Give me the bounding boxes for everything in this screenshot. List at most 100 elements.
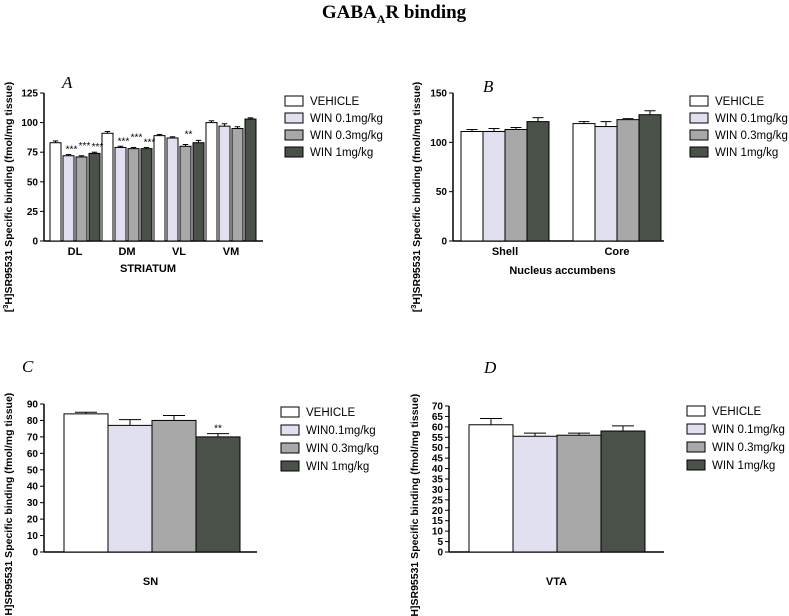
y-tick-label: 100	[21, 118, 38, 129]
legend-label: VEHICLE	[310, 96, 360, 108]
bar-a-2-3	[231, 128, 244, 242]
bar-b-1-0	[482, 130, 506, 242]
y-tick-label: 40	[432, 464, 444, 475]
significance-marker: ***	[66, 145, 78, 156]
legend-label: WIN 1mg/kg	[715, 147, 778, 159]
y-axis-label: [3H]SR95531 Specific binding (fmol/mg ti…	[1, 82, 15, 313]
bar-b-3-0	[526, 121, 550, 242]
legend-label: WIN 0.3mg/kg	[310, 130, 383, 142]
bar-b-2-0	[504, 129, 528, 242]
bar-b-1-1	[594, 126, 618, 242]
bar-a-3-3	[244, 118, 257, 242]
y-tick-label: 75	[27, 148, 39, 159]
bar-a-2-0	[75, 156, 88, 242]
bar-d-3-0	[600, 430, 646, 553]
bar-c-2-0	[151, 419, 197, 553]
panel-letter: A	[61, 73, 73, 92]
y-tick-label: 20	[27, 515, 39, 526]
y-tick-label: 0	[437, 548, 443, 559]
y-tick-label: 70	[27, 432, 39, 443]
bar-a-3-2	[192, 142, 205, 242]
x-axis-label: SN	[143, 576, 158, 588]
legend-swatch	[686, 441, 706, 453]
y-axis-label: [3H]SR95531 Specific binding (fmol/mg ti…	[409, 82, 423, 313]
bar-b-2-1	[616, 119, 640, 242]
y-tick-label: 150	[430, 89, 447, 100]
legend-swatch	[689, 129, 709, 141]
y-tick-label: 55	[432, 433, 444, 444]
legend-label: WIN 0.1mg/kg	[310, 113, 383, 125]
y-tick-label: 90	[27, 400, 39, 411]
legend-swatch	[284, 146, 304, 158]
bar-a-1-0	[62, 155, 75, 242]
y-tick-label: 50	[432, 443, 444, 454]
y-tick-label: 65	[432, 412, 444, 423]
legend-swatch	[689, 95, 709, 107]
panel-a: A 0 25 50 75 100 125 [3H]SR95531 Specific bindi…	[1, 73, 383, 312]
bar-a-3-1	[140, 148, 153, 242]
legend-swatch	[686, 459, 706, 471]
figure-title-main: GABA	[322, 2, 377, 23]
panel-b: B 0 50 100 150 [3H]SR95531 Specific binding (…	[409, 77, 788, 312]
y-axis-label-iso: 3	[1, 305, 10, 309]
legend-swatch	[280, 460, 300, 472]
y-tick-label: 0	[32, 548, 38, 559]
significance-marker: ***	[118, 136, 130, 147]
bar-a-3-0	[88, 152, 101, 242]
y-tick-label: 125	[21, 89, 38, 100]
y-tick-label: 100	[430, 138, 447, 149]
significance-marker: **	[214, 424, 222, 435]
y-axis-label-post: H]SR95531 Specific binding (fmol/mg tiss…	[3, 82, 15, 305]
y-tick-label: 50	[436, 187, 448, 198]
panel-c: C 0 10 20 30 40 50 60 70 80 90 [3H]SR95531 Specific…	[1, 357, 379, 616]
legend-label: WIN 0.1mg/kg	[715, 113, 788, 125]
bar-d-0-0	[468, 424, 514, 553]
category-label: DM	[118, 246, 135, 258]
category-label: VM	[223, 246, 240, 258]
y-tick-label: 70	[432, 402, 444, 413]
bar-a-2-1	[127, 148, 140, 242]
bar-a-1-3	[218, 125, 231, 242]
y-tick-label: 80	[27, 416, 39, 427]
legend-swatch	[280, 406, 300, 418]
y-axis-label-pre: [	[3, 308, 15, 312]
y-tick-label: 45	[432, 454, 444, 465]
y-tick-label: 15	[432, 516, 444, 527]
category-label: Core	[604, 246, 629, 258]
significance-marker: ***	[131, 132, 143, 143]
legend-label: WIN 0.3mg/kg	[712, 442, 785, 454]
category-label: Shell	[492, 246, 518, 258]
legend-label: WIN 1mg/kg	[712, 460, 775, 472]
y-tick-label: 50	[27, 177, 39, 188]
significance-marker: **	[185, 130, 193, 141]
y-tick-label: 10	[27, 531, 39, 542]
bar-b-0-1	[572, 123, 596, 242]
legend-label: WIN 0.1mg/kg	[712, 424, 785, 436]
bar-a-1-2	[166, 137, 179, 242]
bar-c-0-0	[63, 413, 109, 553]
y-tick-label: 60	[432, 422, 444, 433]
y-axis-label-post: H]SR95531 Specific binding (fmol/mg tiss…	[409, 394, 421, 616]
legend-label: WIN 1mg/kg	[310, 147, 373, 159]
category-label: VL	[172, 246, 186, 258]
bar-d-1-0	[512, 435, 558, 553]
y-tick-label: 50	[27, 465, 39, 476]
y-tick-label: 40	[27, 482, 39, 493]
bar-a-0-3	[205, 122, 218, 242]
y-tick-label: 5	[437, 537, 443, 548]
legend-swatch	[280, 424, 300, 436]
figure-title: GABAAR binding	[322, 2, 467, 26]
legend-label: WIN 0.3mg/kg	[306, 443, 379, 455]
significance-marker: ***	[79, 141, 91, 152]
y-axis-label-post: H]SR95531 Specific binding (fmol/mg tiss…	[3, 393, 15, 616]
y-tick-label: 25	[432, 495, 444, 506]
y-tick-label: 10	[432, 527, 444, 538]
legend-swatch	[284, 112, 304, 124]
bar-a-0-1	[101, 132, 114, 242]
legend-label: VEHICLE	[712, 406, 762, 418]
x-axis-label: STRIATUM	[120, 263, 176, 275]
y-tick-label: 25	[27, 207, 39, 218]
panel-letter: C	[22, 357, 34, 376]
y-tick-label: 30	[27, 498, 39, 509]
